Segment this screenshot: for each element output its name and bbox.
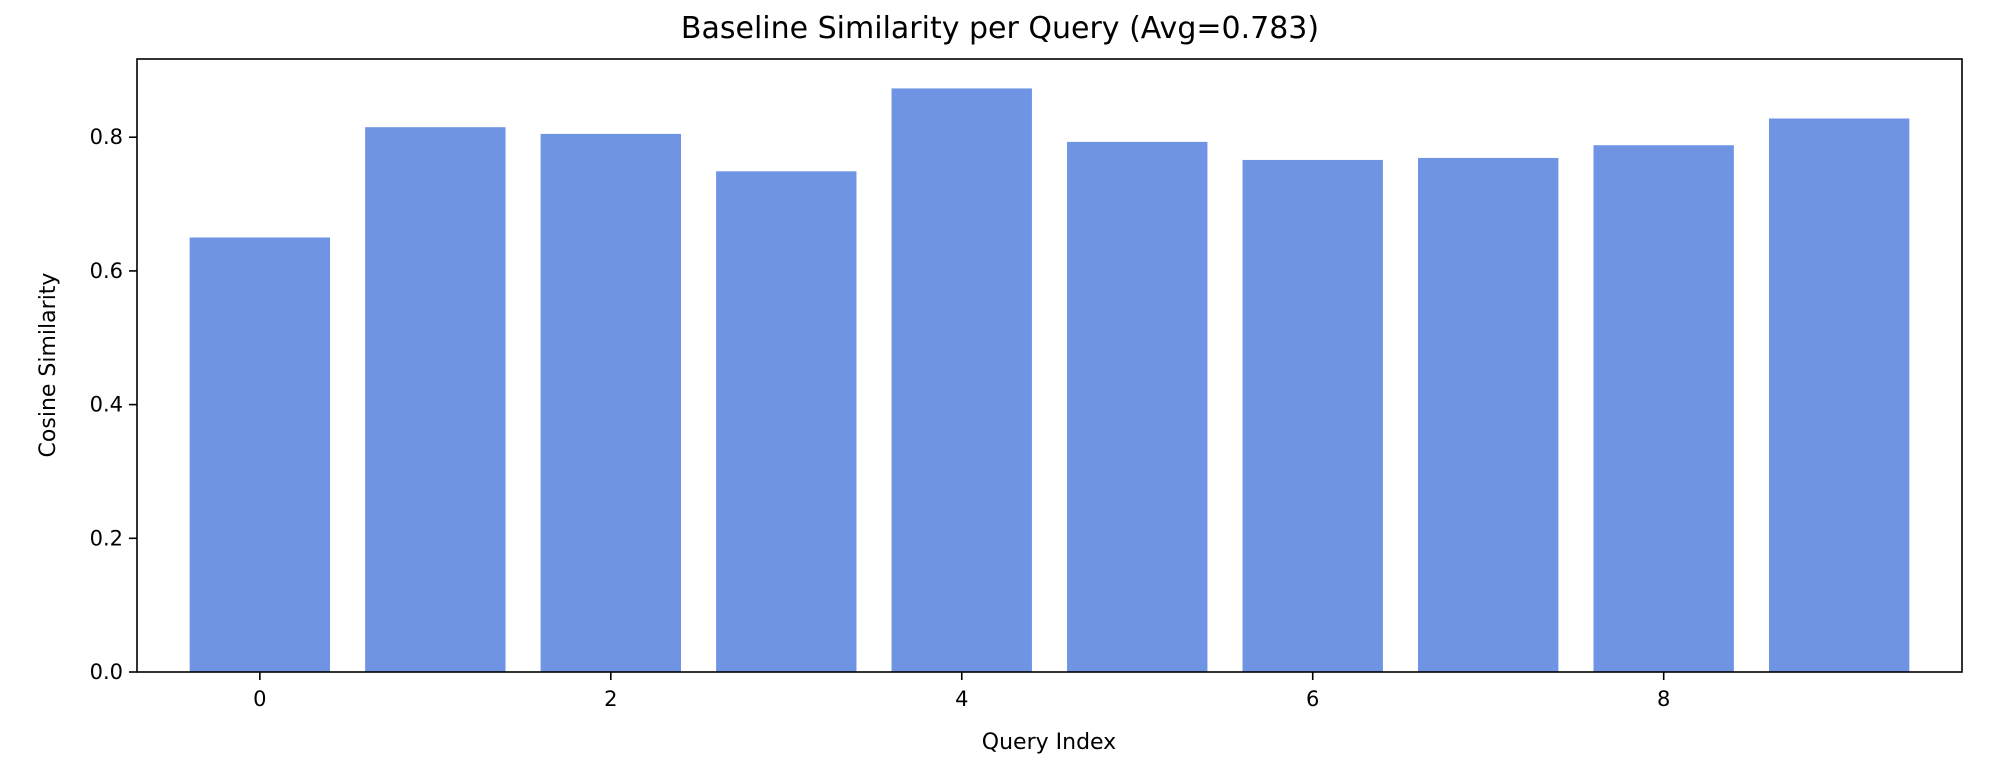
plot-frame [136,58,1963,673]
y-tick-label: 0.2 [90,526,123,550]
y-tick-label: 0.4 [90,393,123,417]
bar-query-5 [1067,141,1208,672]
y-tick-label: 0.8 [90,125,123,149]
bar-query-9 [1768,118,1910,672]
x-tick-label: 8 [1657,687,1670,711]
x-tick-label: 0 [253,687,266,711]
x-axis-ticks: 0 2 4 6 8 [253,672,1670,711]
y-axis-label: Cosine Similarity [36,273,61,458]
bar-query-2 [540,133,681,672]
bar-query-0 [189,237,331,673]
bars-group [189,88,1910,673]
x-tick-label: 2 [604,687,617,711]
bar-query-4 [891,88,1032,672]
y-tick-label: 0.0 [90,660,123,684]
bar-query-8 [1593,145,1734,673]
bar-query-1 [365,127,506,672]
x-tick-label: 6 [1306,687,1319,711]
chart-title: Baseline Similarity per Query (Avg=0.783… [681,11,1319,46]
bar-query-6 [1242,159,1383,672]
y-axis-ticks: 0.0 0.2 0.4 0.6 0.8 [90,125,137,684]
bar-query-3 [716,171,857,672]
x-tick-label: 4 [955,687,968,711]
x-axis-label: Query Index [982,730,1116,755]
y-tick-label: 0.6 [90,259,123,283]
bar-query-7 [1418,157,1559,672]
